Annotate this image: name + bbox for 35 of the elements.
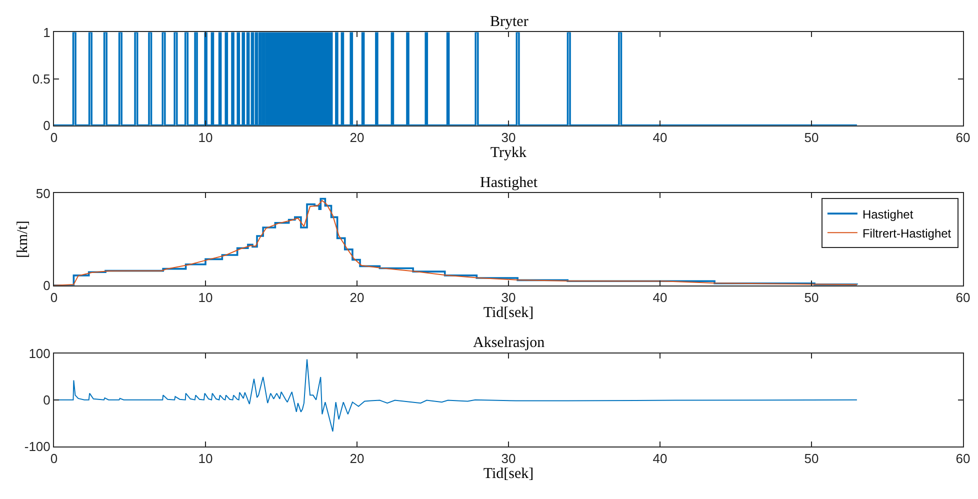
x-tick-label: 40	[652, 130, 668, 145]
chart-title: Hastighet	[480, 175, 538, 191]
x-tick-label: 40	[652, 290, 668, 305]
y-tick-label: -100	[24, 438, 50, 454]
x-tick-label: 10	[198, 450, 213, 466]
x-tick-label: 20	[350, 130, 364, 145]
y-tick-label: 0.5	[32, 71, 50, 86]
y-axis-title: [km/t]	[15, 220, 32, 258]
chart-title: Akselrasjon	[473, 335, 546, 351]
x-axis-title: Trykk	[490, 144, 528, 161]
x-axis-title: Tid[sek]	[483, 304, 534, 321]
x-tick-label: 50	[804, 130, 819, 145]
x-tick-label: 20	[350, 450, 364, 466]
legend-label: Filtrert-Hastighet	[862, 226, 952, 240]
y-tick-label: 0	[43, 392, 50, 408]
x-tick-label: 60	[956, 130, 970, 145]
y-tick-label: 0	[43, 278, 50, 293]
x-axis-title: Tid[sek]	[483, 466, 534, 482]
x-tick-label: 10	[198, 130, 213, 145]
x-tick-label: 30	[501, 130, 516, 145]
x-tick-label: 10	[198, 290, 213, 305]
y-tick-label: 100	[28, 346, 50, 361]
y-tick-label: 0	[43, 118, 50, 133]
y-tick-label: 50	[36, 186, 50, 201]
x-tick-label: 60	[956, 450, 970, 466]
x-tick-label: 30	[501, 450, 516, 466]
legend-label: Hastighet	[862, 207, 914, 222]
x-tick-label: 20	[350, 290, 364, 305]
y-tick-label: 1	[43, 24, 50, 40]
x-tick-label: 50	[804, 450, 819, 466]
x-tick-label: 40	[652, 450, 668, 466]
x-tick-label: 30	[501, 290, 516, 305]
x-tick-label: 60	[956, 290, 970, 305]
x-tick-label: 50	[804, 290, 819, 305]
chart-title: Bryter	[490, 14, 528, 30]
